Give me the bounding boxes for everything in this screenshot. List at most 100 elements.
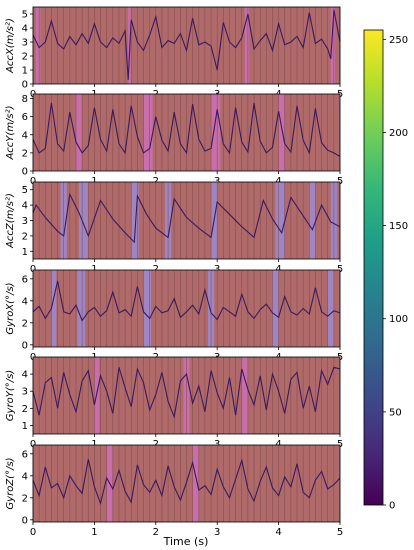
x-tick-label: 4 bbox=[275, 176, 281, 187]
subplot-stack: 012345012345AccX(m/s²)02468012345AccY(m/… bbox=[5, 6, 343, 538]
x-tick-label: 1 bbox=[91, 176, 97, 187]
highlight-band bbox=[77, 270, 86, 347]
x-tick-label: 3 bbox=[214, 527, 220, 538]
x-tick-label: 3 bbox=[214, 439, 220, 450]
panel-frame bbox=[32, 444, 341, 523]
panel-6: 0 2 4 6 0 1 2 3 4 5 GyroZ(°/s) bbox=[5, 444, 343, 538]
highlight-band bbox=[272, 270, 279, 347]
y-tick-label: 6 bbox=[22, 112, 28, 123]
y-tick-label: 8 bbox=[22, 94, 28, 105]
x-tick-label: 4 bbox=[275, 527, 281, 538]
panel-4: 0246012345GyroX(°/s) bbox=[5, 269, 343, 363]
highlight-band bbox=[131, 182, 139, 259]
y-tick-label: 6 bbox=[22, 449, 28, 460]
y-tick-label: 4 bbox=[22, 24, 28, 35]
y-tick-label: 4 bbox=[22, 296, 28, 307]
x-tick-label: 5 bbox=[337, 527, 343, 538]
y-tick-label: 2 bbox=[22, 318, 28, 329]
signal-line bbox=[32, 103, 341, 157]
y-tick-label: 1 bbox=[22, 247, 28, 258]
y-tick-label: 2 bbox=[22, 148, 28, 159]
y-tick-label: 1 bbox=[22, 421, 28, 432]
highlight-band bbox=[79, 182, 89, 259]
colorbar-gradient bbox=[363, 29, 384, 506]
x-tick-label: 4 bbox=[275, 439, 281, 450]
signal-line bbox=[32, 280, 341, 322]
x-tick-label: 0 bbox=[30, 176, 36, 187]
y-axis-label: GyroY(°/s) bbox=[5, 370, 16, 421]
x-tick-label: 0 bbox=[30, 439, 36, 450]
x-tick-label: 3 bbox=[214, 264, 220, 275]
x-tick-label: 1 bbox=[91, 527, 97, 538]
y-tick-label: 6 bbox=[22, 274, 28, 285]
y-tick-label: 4 bbox=[22, 130, 28, 141]
highlight-band bbox=[143, 94, 153, 171]
y-axis-label: GyroZ(°/s) bbox=[5, 457, 16, 509]
x-tick-label: 2 bbox=[153, 527, 159, 538]
highlight-band bbox=[143, 270, 151, 347]
y-tick-label: 2 bbox=[22, 231, 28, 242]
panel-1: 012345012345AccX(m/s²) bbox=[5, 6, 343, 100]
x-tick-label: 5 bbox=[337, 439, 343, 450]
signal-line bbox=[32, 366, 341, 419]
x-tick-label: 5 bbox=[337, 176, 343, 187]
colorbar-tick-label: 250 bbox=[389, 35, 408, 46]
y-tick-label: 4 bbox=[22, 370, 28, 381]
colorbar: 0 50 100 150 200 250 bbox=[363, 29, 408, 512]
x-tick-label: 2 bbox=[153, 176, 159, 187]
y-tick-label: 0 bbox=[22, 80, 28, 91]
highlight-band bbox=[244, 7, 250, 84]
panel-2: 0 2 4 6 8 0 1 2 3 4 5 AccY(m/s²) bbox=[5, 93, 343, 187]
x-tick-label: 0 bbox=[30, 264, 36, 275]
x-tick-label: 5 bbox=[337, 264, 343, 275]
x-tick-label: 0 bbox=[30, 527, 36, 538]
x-tick-label: 2 bbox=[153, 264, 159, 275]
x-tick-label: 2 bbox=[153, 439, 159, 450]
y-tick-label: 1 bbox=[22, 66, 28, 77]
y-tick-label: 4 bbox=[22, 201, 28, 212]
colorbar-tick-label: 200 bbox=[389, 128, 408, 139]
x-axis-label: Time (s) bbox=[163, 535, 209, 548]
panel-frame bbox=[32, 93, 341, 172]
y-tick-label: 2 bbox=[22, 404, 28, 415]
highlight-band bbox=[309, 182, 316, 259]
y-tick-label: 5 bbox=[22, 185, 28, 196]
y-tick-label: 3 bbox=[22, 387, 28, 398]
highlight-band bbox=[75, 94, 83, 171]
y-axis-label: AccX(m/s²) bbox=[5, 18, 16, 74]
y-axis-label: AccZ(m/s²) bbox=[5, 193, 16, 249]
x-tick-label: 1 bbox=[91, 264, 97, 275]
signal-line bbox=[32, 9, 341, 80]
y-axis-label: GyroX(°/s) bbox=[5, 282, 16, 334]
y-tick-label: 4 bbox=[22, 471, 28, 482]
y-tick-label: 2 bbox=[22, 493, 28, 504]
x-tick-label: 3 bbox=[214, 176, 220, 187]
colorbar-tick-label: 100 bbox=[389, 314, 408, 325]
panel-frame bbox=[32, 356, 341, 435]
panel-frame bbox=[32, 6, 341, 85]
colorbar-tick-label: 150 bbox=[389, 221, 408, 232]
highlight-band bbox=[51, 270, 57, 347]
highlight-band bbox=[327, 270, 334, 347]
y-axis-label: AccY(m/s²) bbox=[5, 105, 16, 160]
colorbar-tick-label: 50 bbox=[389, 407, 402, 418]
highlight-band bbox=[211, 94, 221, 171]
highlight-band bbox=[275, 182, 285, 259]
signal-line bbox=[32, 192, 341, 244]
colorbar-tick-label: 0 bbox=[389, 501, 395, 512]
y-tick-label: 0 bbox=[22, 340, 28, 351]
panel-frame bbox=[32, 269, 341, 348]
highlight-band bbox=[330, 7, 336, 84]
y-tick-label: 5 bbox=[22, 10, 28, 21]
x-tick-label: 4 bbox=[275, 264, 281, 275]
y-tick-label: 3 bbox=[22, 216, 28, 227]
highlight-band bbox=[241, 357, 248, 434]
highlight-band bbox=[278, 94, 285, 171]
y-tick-label: 2 bbox=[22, 52, 28, 63]
y-tick-label: 0 bbox=[22, 515, 28, 526]
y-tick-label: 0 bbox=[22, 167, 28, 178]
highlight-band bbox=[192, 445, 199, 522]
